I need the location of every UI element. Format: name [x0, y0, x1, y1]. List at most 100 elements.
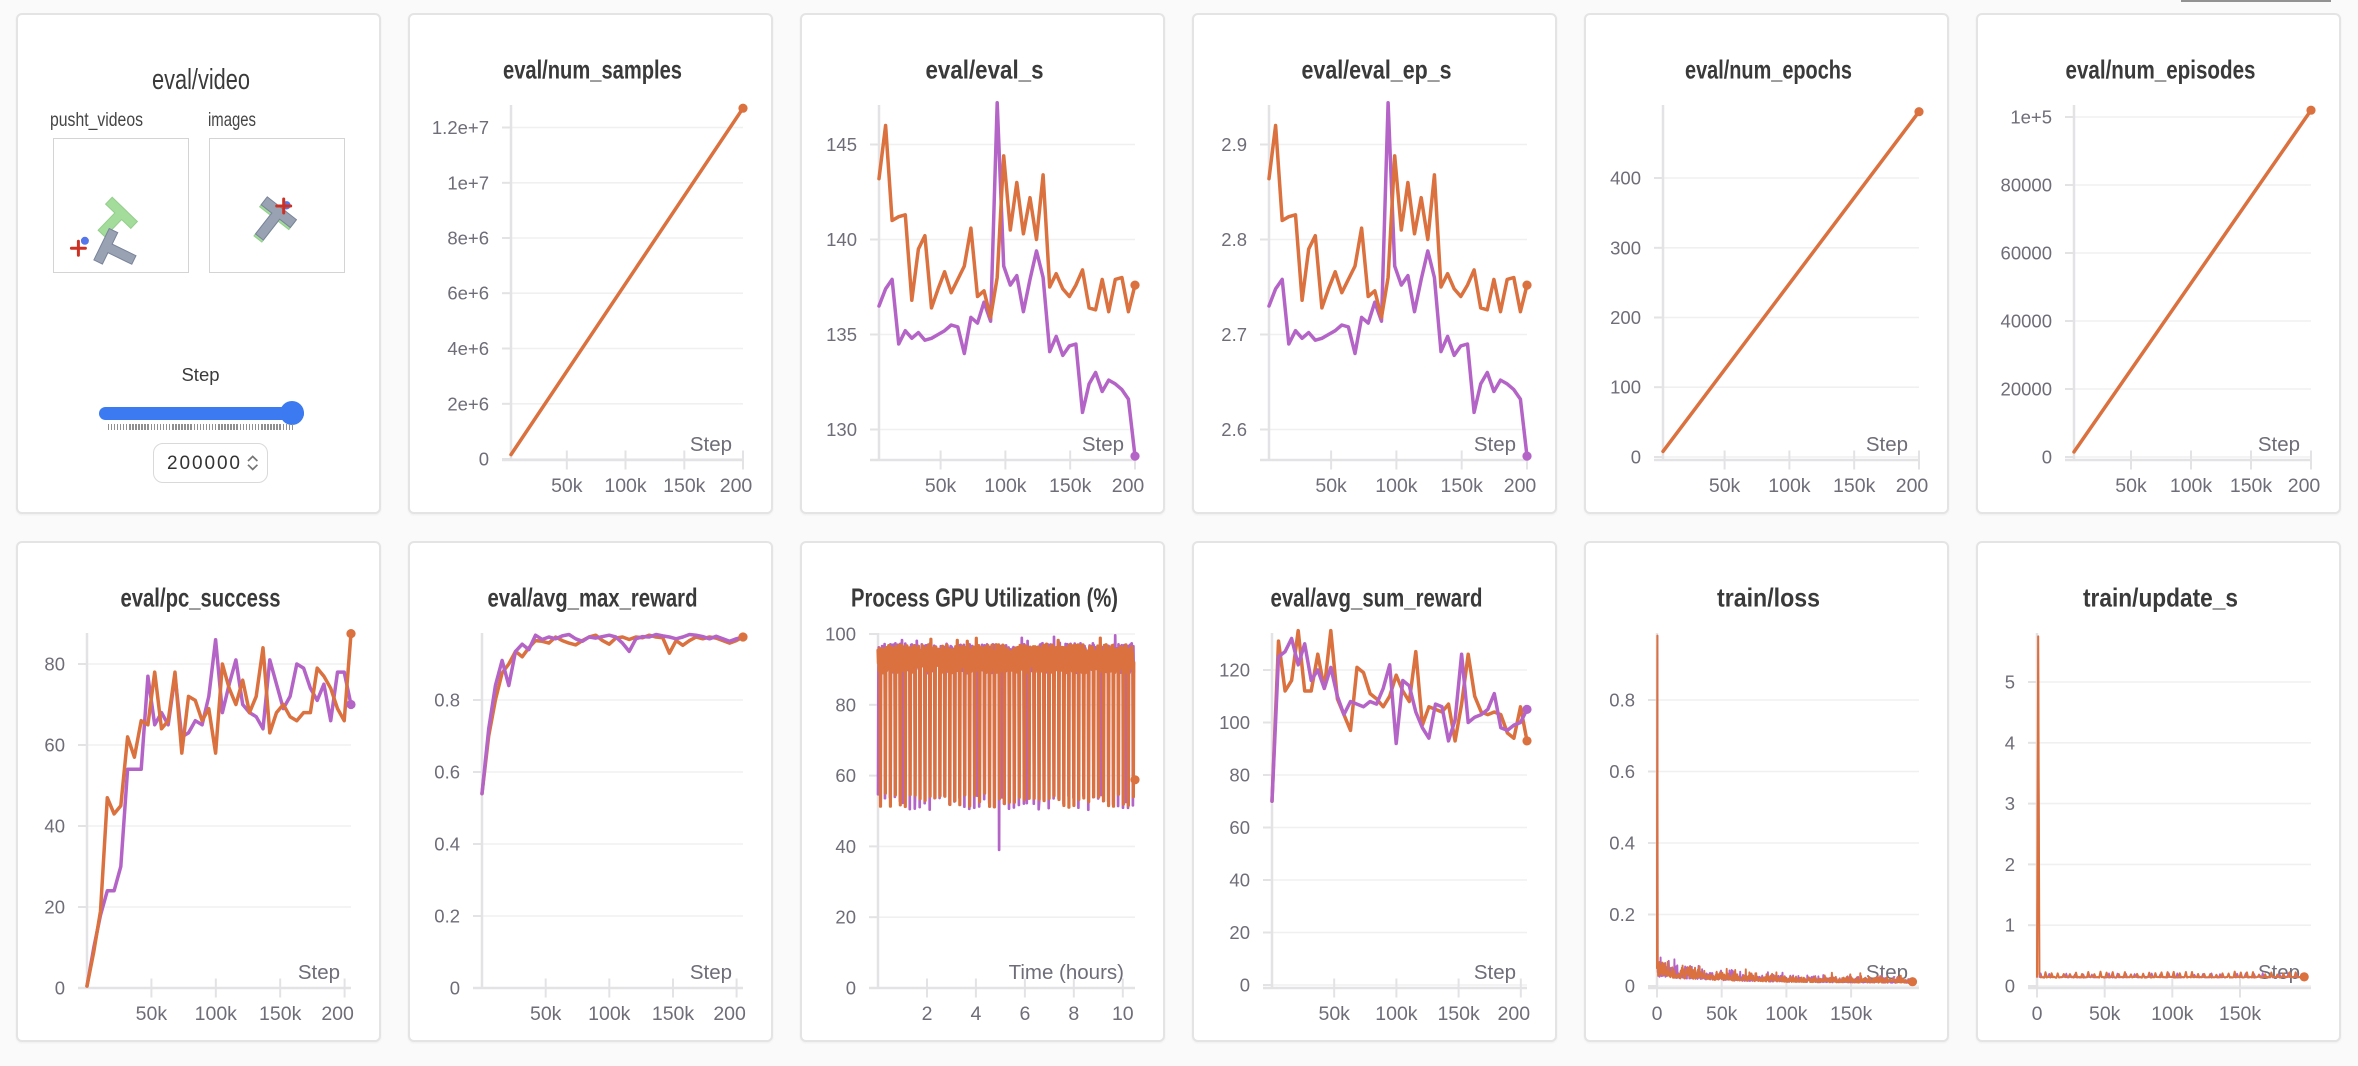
svg-text:1: 1 [2005, 915, 2015, 936]
svg-text:eval/pc_success: eval/pc_success [121, 583, 281, 613]
svg-text:0.4: 0.4 [434, 834, 460, 855]
svg-text:1e+7: 1e+7 [447, 172, 489, 193]
svg-text:120: 120 [1219, 660, 1250, 681]
svg-text:60: 60 [835, 765, 856, 786]
svg-text:50k: 50k [1315, 475, 1347, 497]
svg-text:0.6: 0.6 [434, 762, 460, 783]
svg-text:150k: 150k [663, 475, 706, 497]
svg-text:100k: 100k [1375, 1003, 1418, 1025]
svg-text:200: 200 [720, 475, 753, 497]
svg-text:200: 200 [1896, 475, 1929, 497]
svg-text:5: 5 [2005, 672, 2015, 693]
svg-text:100k: 100k [2151, 1003, 2194, 1025]
svg-text:train/loss: train/loss [1717, 583, 1820, 613]
svg-text:Step: Step [1082, 433, 1124, 456]
svg-text:0: 0 [1652, 1003, 1663, 1025]
svg-text:0: 0 [55, 978, 65, 999]
svg-text:60000: 60000 [2001, 243, 2052, 264]
svg-text:50k: 50k [1706, 1003, 1738, 1025]
svg-text:20: 20 [44, 897, 65, 918]
svg-text:150k: 150k [1049, 475, 1092, 497]
svg-text:eval/num_samples: eval/num_samples [503, 55, 682, 85]
svg-text:40: 40 [44, 816, 65, 837]
svg-text:0: 0 [846, 978, 856, 999]
svg-text:150k: 150k [2219, 1003, 2262, 1025]
svg-text:0.2: 0.2 [1609, 904, 1635, 925]
svg-text:2: 2 [922, 1003, 933, 1025]
svg-text:8e+6: 8e+6 [447, 228, 489, 249]
svg-text:100k: 100k [1765, 1003, 1808, 1025]
svg-text:200: 200 [2288, 475, 2321, 497]
svg-text:Process GPU Utilization (%): Process GPU Utilization (%) [851, 583, 1118, 613]
svg-text:pusht_videos: pusht_videos [50, 109, 143, 131]
svg-text:Step: Step [690, 433, 732, 456]
svg-text:200: 200 [1610, 307, 1641, 328]
svg-text:135: 135 [826, 324, 857, 345]
svg-text:Step: Step [690, 961, 732, 984]
svg-text:100k: 100k [604, 475, 647, 497]
svg-text:50k: 50k [2089, 1003, 2121, 1025]
svg-text:200: 200 [1504, 475, 1537, 497]
svg-text:0: 0 [479, 449, 489, 470]
svg-text:150k: 150k [1830, 1003, 1873, 1025]
svg-text:80: 80 [1229, 765, 1250, 786]
svg-text:200: 200 [1498, 1003, 1531, 1025]
svg-text:130: 130 [826, 419, 857, 440]
svg-text:2e+6: 2e+6 [447, 393, 489, 414]
svg-text:100k: 100k [588, 1003, 631, 1025]
svg-text:2.8: 2.8 [1221, 229, 1247, 250]
svg-text:3: 3 [2005, 793, 2015, 814]
svg-text:10: 10 [1112, 1003, 1134, 1025]
svg-text:100: 100 [1219, 712, 1250, 733]
svg-text:150k: 150k [2230, 475, 2273, 497]
svg-text:6e+6: 6e+6 [447, 283, 489, 304]
svg-text:eval/avg_max_reward: eval/avg_max_reward [488, 583, 698, 613]
svg-text:eval/eval_s: eval/eval_s [926, 55, 1044, 85]
svg-text:100k: 100k [195, 1003, 238, 1025]
svg-text:50k: 50k [551, 475, 583, 497]
svg-text:50k: 50k [1318, 1003, 1350, 1025]
svg-text:80: 80 [44, 654, 65, 675]
svg-text:0: 0 [1631, 447, 1641, 468]
svg-text:50k: 50k [1709, 475, 1741, 497]
svg-text:200: 200 [321, 1003, 354, 1025]
svg-text:eval/num_episodes: eval/num_episodes [2066, 55, 2256, 85]
svg-text:50k: 50k [925, 475, 957, 497]
svg-text:eval/video: eval/video [152, 65, 250, 95]
svg-text:200: 200 [713, 1003, 746, 1025]
svg-text:1e+5: 1e+5 [2010, 107, 2052, 128]
svg-text:2.9: 2.9 [1221, 134, 1247, 155]
svg-text:0: 0 [450, 978, 460, 999]
svg-text:Step: Step [2258, 433, 2300, 456]
svg-text:eval/eval_ep_s: eval/eval_ep_s [1302, 55, 1452, 85]
svg-text:0.4: 0.4 [1609, 833, 1635, 854]
svg-text:40000: 40000 [2001, 311, 2052, 332]
svg-text:40: 40 [1229, 870, 1250, 891]
svg-text:50k: 50k [530, 1003, 562, 1025]
svg-text:Step: Step [298, 961, 340, 984]
svg-text:400: 400 [1610, 168, 1641, 189]
svg-text:50k: 50k [2115, 475, 2147, 497]
svg-text:20000: 20000 [2001, 379, 2052, 400]
svg-text:images: images [208, 109, 256, 131]
svg-text:100k: 100k [1768, 475, 1811, 497]
svg-text:200000: 200000 [167, 453, 240, 474]
svg-text:100k: 100k [984, 475, 1027, 497]
svg-text:20: 20 [1229, 922, 1250, 943]
svg-text:145: 145 [826, 134, 857, 155]
svg-text:2.7: 2.7 [1221, 324, 1247, 345]
svg-text:0: 0 [1240, 975, 1250, 996]
svg-text:100: 100 [825, 624, 856, 645]
svg-text:0.8: 0.8 [1609, 690, 1635, 711]
svg-text:60: 60 [1229, 817, 1250, 838]
svg-text:50k: 50k [136, 1003, 168, 1025]
svg-text:1.2e+7: 1.2e+7 [432, 117, 489, 138]
svg-text:100k: 100k [1375, 475, 1418, 497]
svg-text:Step: Step [1474, 961, 1516, 984]
svg-text:2.6: 2.6 [1221, 419, 1247, 440]
svg-text:60: 60 [44, 735, 65, 756]
svg-text:4: 4 [970, 1003, 981, 1025]
svg-text:eval/num_epochs: eval/num_epochs [1685, 55, 1852, 85]
svg-text:80000: 80000 [2001, 175, 2052, 196]
svg-text:0: 0 [2005, 976, 2015, 997]
